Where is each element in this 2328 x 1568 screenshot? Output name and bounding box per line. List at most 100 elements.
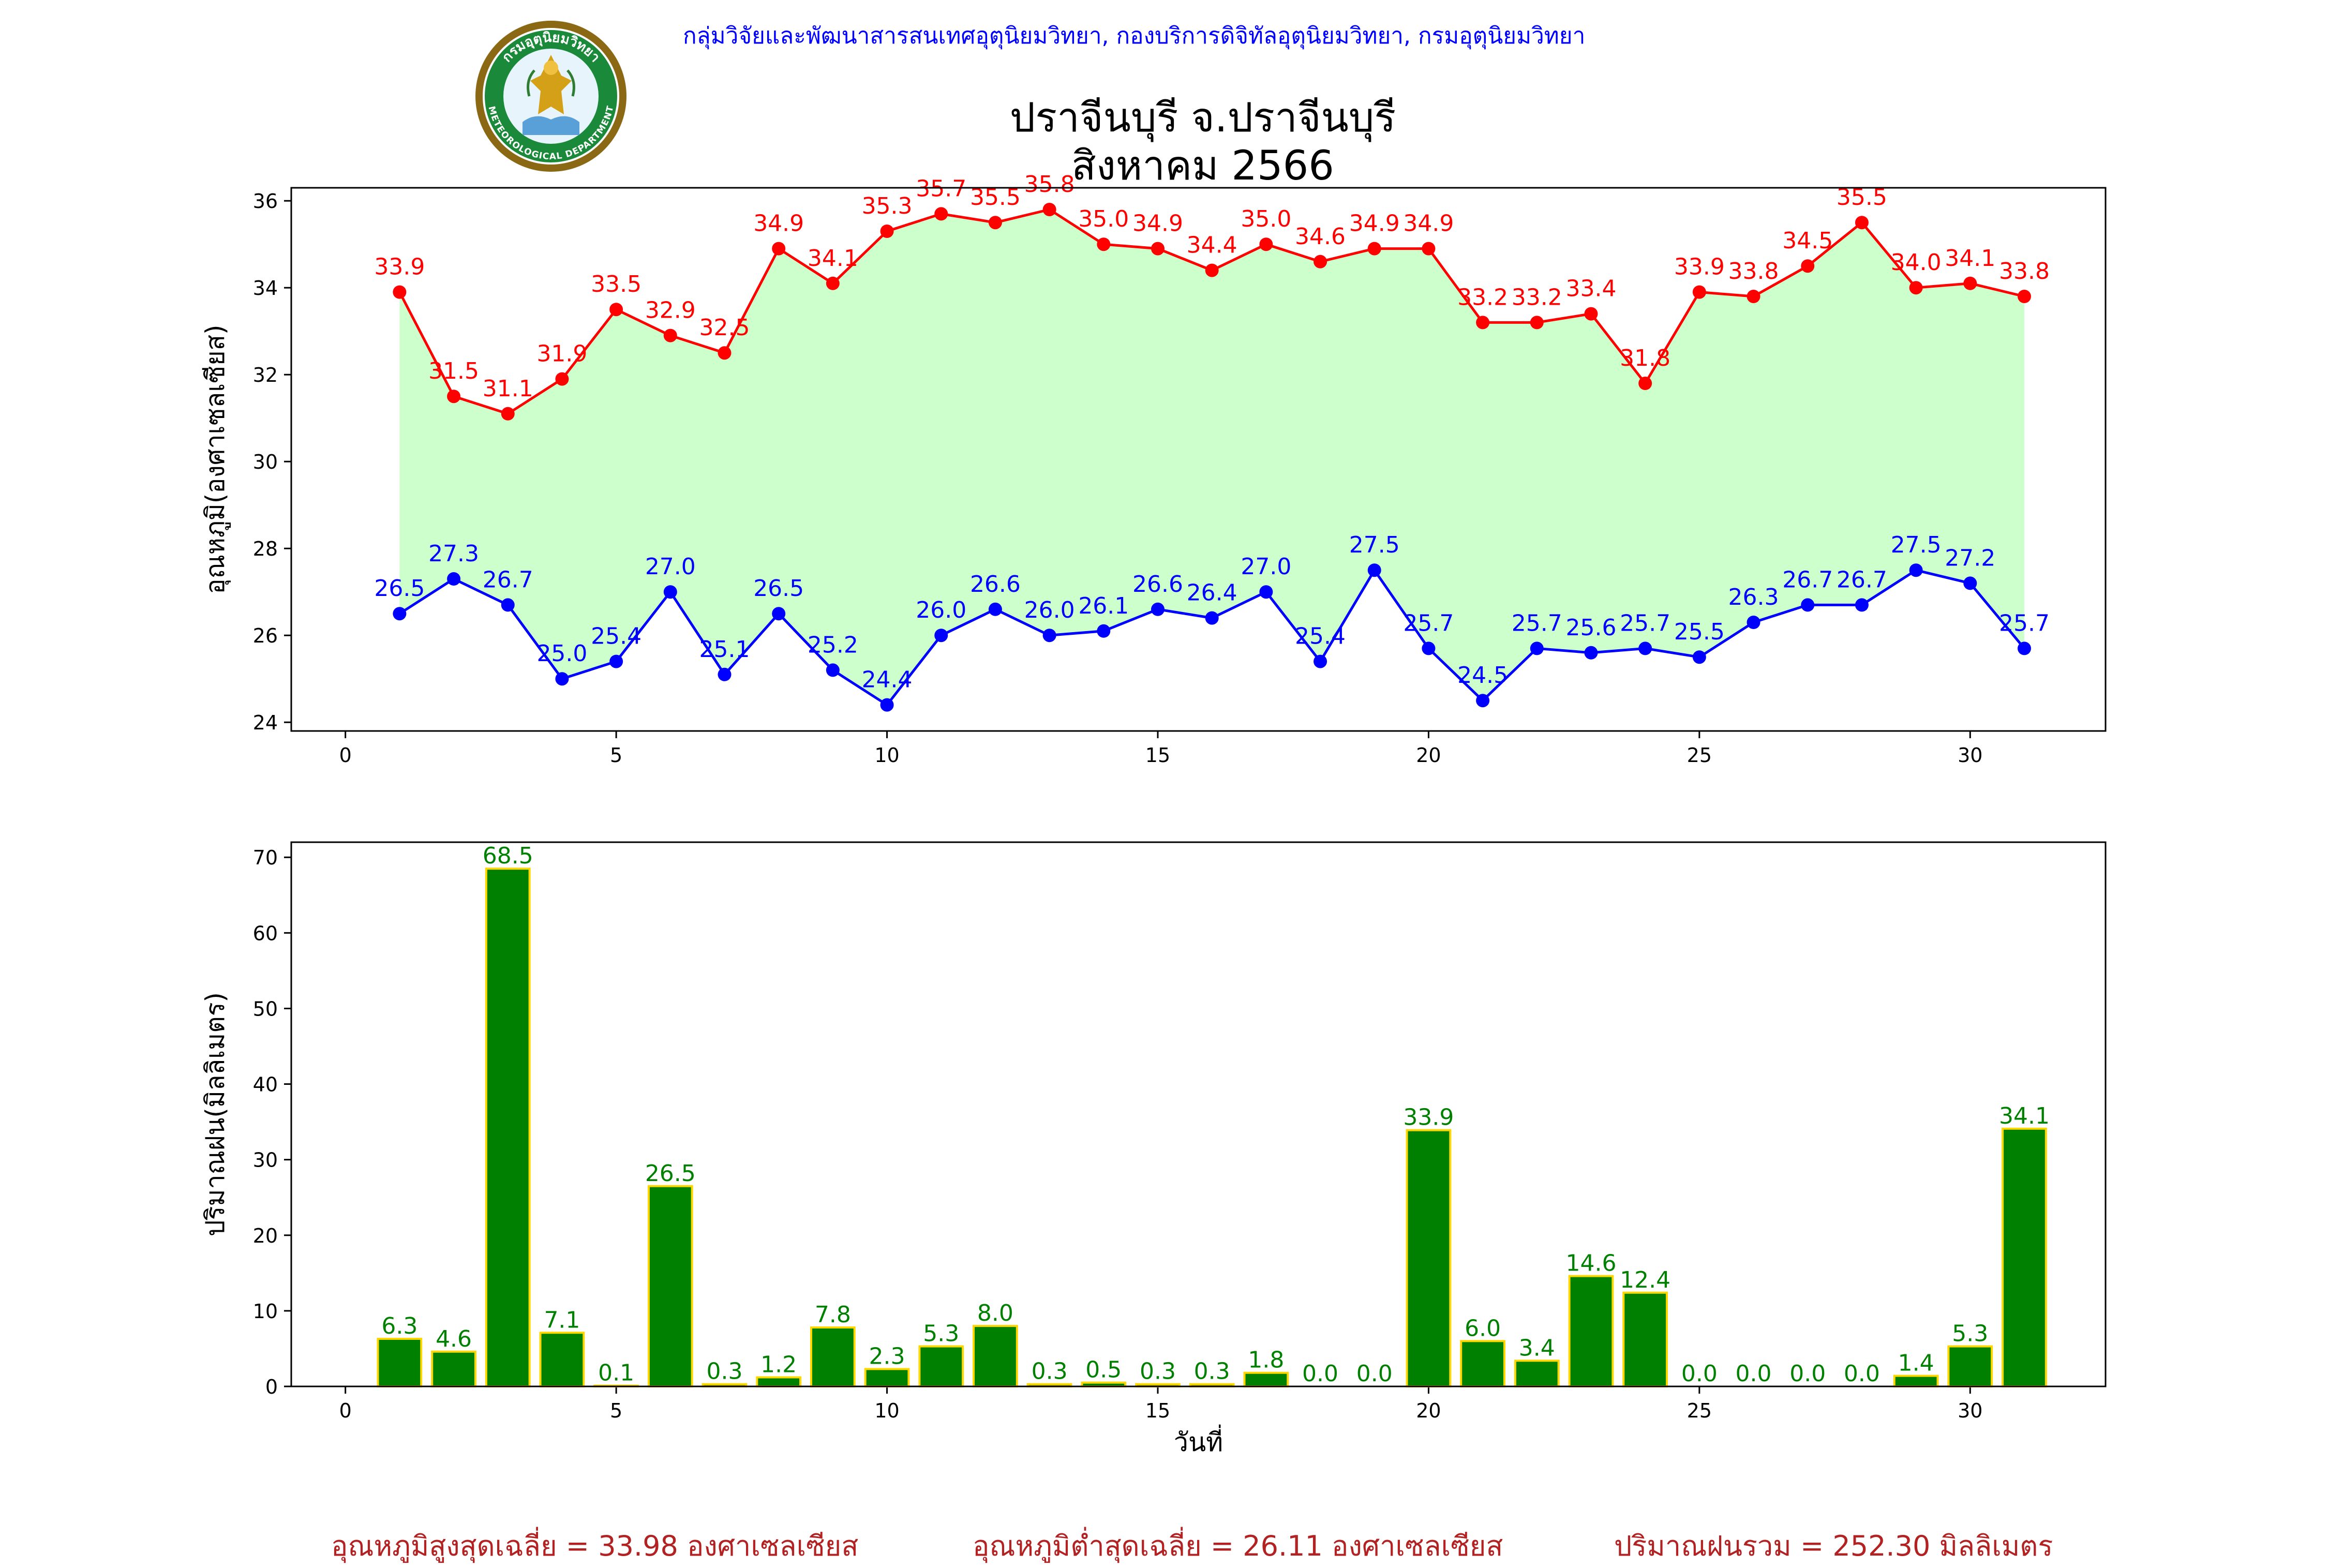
max-temp-value-label: 33.2 bbox=[1457, 284, 1508, 310]
rain-value-label: 0.0 bbox=[1844, 1361, 1880, 1387]
rain-bar bbox=[647, 1185, 693, 1388]
max-temp-value-label: 33.2 bbox=[1512, 284, 1562, 310]
rain-value-label: 0.3 bbox=[1032, 1358, 1068, 1385]
rain-x-tick-label: 5 bbox=[610, 1399, 622, 1422]
max-temp-value-label: 32.9 bbox=[645, 297, 696, 324]
temp-y-tick-label: 28 bbox=[253, 537, 278, 560]
summary-footer: อุณหภูมิสูงสุดเฉลี่ย = 33.98 องศาเซลเซีย… bbox=[0, 1524, 2328, 1562]
min-temp-point bbox=[1909, 563, 1923, 577]
max-temp-value-label: 34.5 bbox=[1782, 228, 1833, 254]
rain-y-tick-label: 40 bbox=[253, 1073, 278, 1096]
max-temp-point bbox=[1909, 281, 1923, 295]
rain-bar bbox=[810, 1326, 856, 1388]
temp-x-tick-label: 5 bbox=[610, 744, 622, 767]
min-temp-point bbox=[2017, 641, 2031, 655]
rain-value-label: 0.0 bbox=[1356, 1361, 1393, 1387]
max-temp-value-label: 33.8 bbox=[1728, 258, 1779, 285]
max-temp-value-label: 35.3 bbox=[862, 193, 913, 219]
rain-y-tick-label: 0 bbox=[265, 1376, 278, 1398]
min-temp-point bbox=[1042, 629, 1056, 643]
min-temp-point bbox=[1584, 646, 1598, 660]
min-temp-value-label: 25.4 bbox=[591, 623, 641, 650]
rain-y-tick-label: 20 bbox=[253, 1224, 278, 1247]
min-temp-point bbox=[988, 602, 1002, 616]
rain-bar bbox=[1514, 1360, 1560, 1388]
rain-bar bbox=[485, 868, 531, 1387]
max-temp-point bbox=[880, 225, 894, 238]
max-temp-value-label: 34.4 bbox=[1187, 232, 1237, 259]
min-temp-point bbox=[501, 598, 515, 612]
min-temp-point bbox=[1692, 650, 1706, 664]
rain-value-label: 0.3 bbox=[1140, 1358, 1176, 1385]
min-temp-value-label: 26.7 bbox=[1837, 566, 1887, 593]
max-temp-value-label: 32.5 bbox=[699, 315, 750, 341]
min-temp-value-label: 27.0 bbox=[645, 554, 696, 580]
min-temp-point bbox=[555, 672, 569, 686]
min-temp-point bbox=[1747, 616, 1760, 629]
max-temp-point bbox=[555, 372, 569, 386]
min-temp-value-label: 26.0 bbox=[1024, 597, 1075, 623]
max-temp-point bbox=[1097, 237, 1111, 251]
max-temp-value-label: 35.5 bbox=[970, 184, 1021, 211]
rain-bar bbox=[864, 1368, 910, 1388]
min-temp-point bbox=[1151, 602, 1165, 616]
temp-x-tick-label: 10 bbox=[874, 744, 899, 767]
min-temp-value-label: 27.2 bbox=[1945, 545, 1995, 571]
rain-value-label: 34.1 bbox=[1999, 1103, 2050, 1129]
rain-y-axis-label: ปริมาณฝน(มิลลิเมตร) bbox=[200, 992, 230, 1236]
logo-water bbox=[523, 116, 579, 135]
max-temp-value-label: 35.8 bbox=[1024, 171, 1075, 198]
min-temp-point bbox=[1205, 611, 1219, 625]
total-rainfall: ปริมาณฝนรวม = 252.30 มิลลิเมตร bbox=[1614, 1530, 2053, 1562]
min-temp-value-label: 26.5 bbox=[753, 575, 804, 602]
temp-y-tick-label: 34 bbox=[253, 277, 278, 300]
rain-bar bbox=[1947, 1345, 1993, 1387]
max-temp-value-label: 33.8 bbox=[1999, 258, 2050, 285]
max-temp-point bbox=[1638, 377, 1652, 390]
max-temp-point bbox=[1042, 203, 1056, 216]
max-temp-value-label: 31.8 bbox=[1620, 345, 1670, 371]
min-temp-value-label: 25.5 bbox=[1674, 619, 1725, 645]
temp-plot-frame bbox=[290, 187, 2107, 732]
min-temp-point bbox=[609, 654, 623, 668]
min-temp-point bbox=[663, 585, 677, 599]
min-temp-value-label: 25.1 bbox=[699, 636, 750, 663]
max-temp-point bbox=[1692, 285, 1706, 299]
avg-max-temp: อุณหภูมิสูงสุดเฉลี่ย = 33.98 องศาเซลเซีย… bbox=[331, 1530, 859, 1562]
max-temp-value-label: 35.0 bbox=[1078, 206, 1129, 232]
rain-value-label: 3.4 bbox=[1519, 1335, 1555, 1361]
min-temp-point bbox=[1097, 624, 1111, 638]
max-temp-value-label: 34.9 bbox=[1403, 211, 1454, 237]
rain-value-label: 0.5 bbox=[1085, 1357, 1122, 1383]
min-temp-value-label: 26.3 bbox=[1728, 584, 1779, 610]
rain-value-label: 1.2 bbox=[760, 1351, 797, 1378]
min-temp-point bbox=[1367, 563, 1381, 577]
min-temp-value-label: 26.5 bbox=[374, 575, 425, 602]
max-temp-point bbox=[1422, 242, 1436, 256]
max-temp-point bbox=[1205, 263, 1219, 277]
rain-value-label: 4.6 bbox=[436, 1326, 472, 1352]
logo-head bbox=[544, 61, 558, 75]
min-temp-point bbox=[826, 663, 840, 677]
rain-value-label: 12.4 bbox=[1620, 1267, 1670, 1293]
rain-y-tick-label: 50 bbox=[253, 997, 278, 1020]
min-temp-point bbox=[1422, 641, 1436, 655]
rain-y-tick-label: 30 bbox=[253, 1149, 278, 1172]
max-temp-value-label: 31.5 bbox=[428, 358, 479, 384]
min-temp-value-label: 27.5 bbox=[1891, 532, 1942, 558]
rain-bar bbox=[1893, 1375, 1939, 1387]
chart-title-month: สิงหาคม 2566 bbox=[1071, 143, 1334, 189]
temp-x-tick-label: 30 bbox=[1958, 744, 1982, 767]
min-temp-value-label: 25.7 bbox=[1403, 610, 1454, 636]
max-temp-point bbox=[1476, 316, 1490, 330]
max-temp-value-label: 34.0 bbox=[1891, 249, 1942, 276]
min-temp-point bbox=[934, 629, 948, 643]
min-temp-point bbox=[1963, 576, 1977, 590]
max-temp-value-label: 34.9 bbox=[1349, 211, 1400, 237]
rain-value-label: 7.1 bbox=[544, 1307, 580, 1333]
rain-value-label: 5.3 bbox=[923, 1321, 959, 1347]
max-temp-point bbox=[988, 216, 1002, 230]
logo-leaf-left bbox=[527, 69, 535, 97]
temp-y-tick-label: 36 bbox=[253, 190, 278, 213]
rain-value-label: 0.0 bbox=[1789, 1361, 1826, 1387]
